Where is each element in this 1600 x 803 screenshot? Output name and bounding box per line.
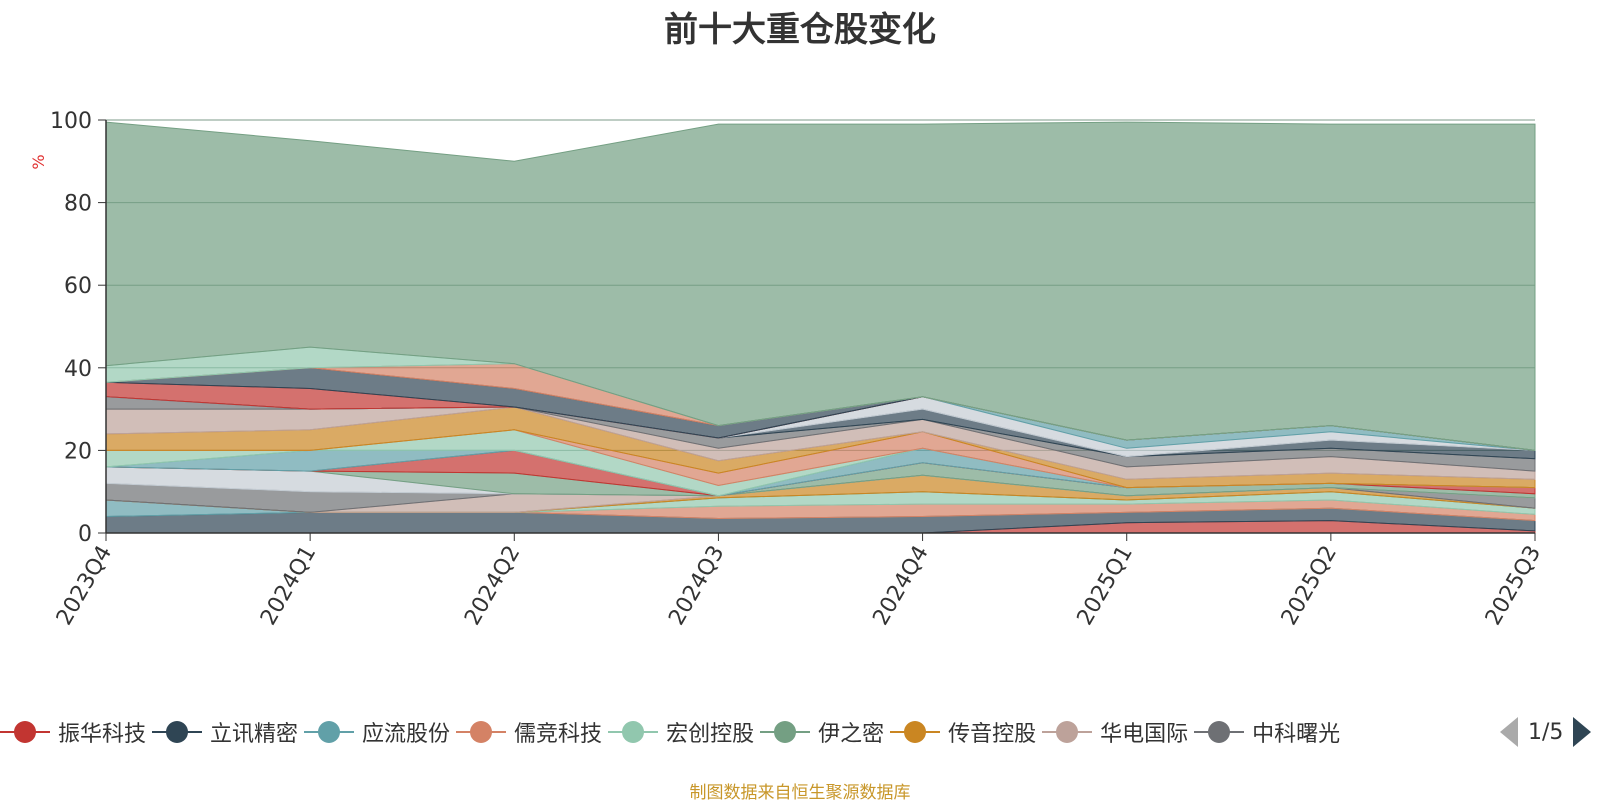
y-tick-label: 80 <box>64 192 92 217</box>
y-axis-unit-label: % <box>29 154 48 169</box>
legend-item[interactable]: 振华科技 <box>0 712 146 752</box>
legend-items: 振华科技 立讯精密 应流股份 儒竞科技 宏创控股 伊之密 传音控股 华电国际 中科曙光 <box>0 712 1480 752</box>
legend-item[interactable]: 传音控股 <box>890 712 1036 752</box>
legend-item-label: 宏创控股 <box>666 722 755 747</box>
y-tick-labels: 0 20 40 60 80 100 <box>50 109 106 547</box>
legend-item[interactable]: 应流股份 <box>304 712 450 752</box>
legend-item-label: 中科曙光 <box>1252 722 1341 747</box>
legend-swatch-icon <box>760 721 811 743</box>
x-tick-label: 2024Q4 <box>868 542 933 630</box>
legend-swatch-icon <box>608 721 659 743</box>
legend-swatch-icon <box>1042 721 1093 743</box>
source-note: 制图数据来自恒生聚源数据库 <box>689 783 911 803</box>
legend-item[interactable]: 立讯精密 <box>152 712 298 752</box>
legend-item-label: 立讯精密 <box>210 722 299 747</box>
legend-swatch-icon <box>152 721 203 743</box>
legend-swatch-icon <box>890 721 941 743</box>
y-tick-label: 60 <box>64 274 92 299</box>
legend-item-label: 儒竞科技 <box>514 722 603 747</box>
x-tick-label: 2024Q3 <box>664 542 729 630</box>
legend-item[interactable]: 华电国际 <box>1042 712 1188 752</box>
legend-item-label: 伊之密 <box>818 722 885 747</box>
legend-next-page-icon[interactable] <box>1573 717 1592 747</box>
legend-page-indicator: 1/5 <box>1528 719 1564 745</box>
y-tick-label: 40 <box>64 357 92 382</box>
y-tick-label: 0 <box>78 522 92 547</box>
legend-swatch-icon <box>456 721 507 743</box>
legend-item-label: 传音控股 <box>948 722 1037 747</box>
x-tick-label: 2025Q1 <box>1073 542 1138 630</box>
x-tick-label: 2025Q2 <box>1277 542 1342 630</box>
legend-item-label: 振华科技 <box>58 722 147 747</box>
x-tick-label: 2025Q3 <box>1481 542 1546 630</box>
legend-item-label: 应流股份 <box>362 722 451 747</box>
legend-swatch-icon <box>0 721 50 743</box>
x-tick-label: 2023Q4 <box>52 542 117 630</box>
x-tick-labels: 2023Q4 2024Q1 2024Q2 2024Q3 2024Q4 2025Q1 2025… <box>52 533 1546 630</box>
chart-title: 前十大重仓股变化 <box>664 10 936 50</box>
y-tick-label: 20 <box>64 439 92 464</box>
legend-prev-page-icon[interactable] <box>1500 717 1518 747</box>
x-tick-label: 2024Q1 <box>256 542 321 630</box>
legend-item[interactable]: 宏创控股 <box>608 712 754 752</box>
legend: 振华科技 立讯精密 应流股份 儒竞科技 宏创控股 伊之密 传音控股 华电国际 中科曙光 1/5 <box>0 712 1600 752</box>
legend-swatch-icon <box>1194 721 1245 743</box>
legend-item[interactable]: 伊之密 <box>760 712 884 752</box>
y-tick-label: 100 <box>50 109 92 134</box>
legend-item[interactable]: 儒竞科技 <box>456 712 602 752</box>
area-series-25[interactable] <box>105 121 1536 451</box>
legend-item-label: 华电国际 <box>1100 722 1189 747</box>
legend-swatch-icon <box>304 721 355 743</box>
stacked-areas <box>105 121 1536 534</box>
x-tick-label: 2024Q2 <box>460 542 525 630</box>
legend-item[interactable]: 中科曙光 <box>1194 712 1340 752</box>
legend-pager: 1/5 <box>1500 712 1592 752</box>
axes <box>105 120 1535 534</box>
